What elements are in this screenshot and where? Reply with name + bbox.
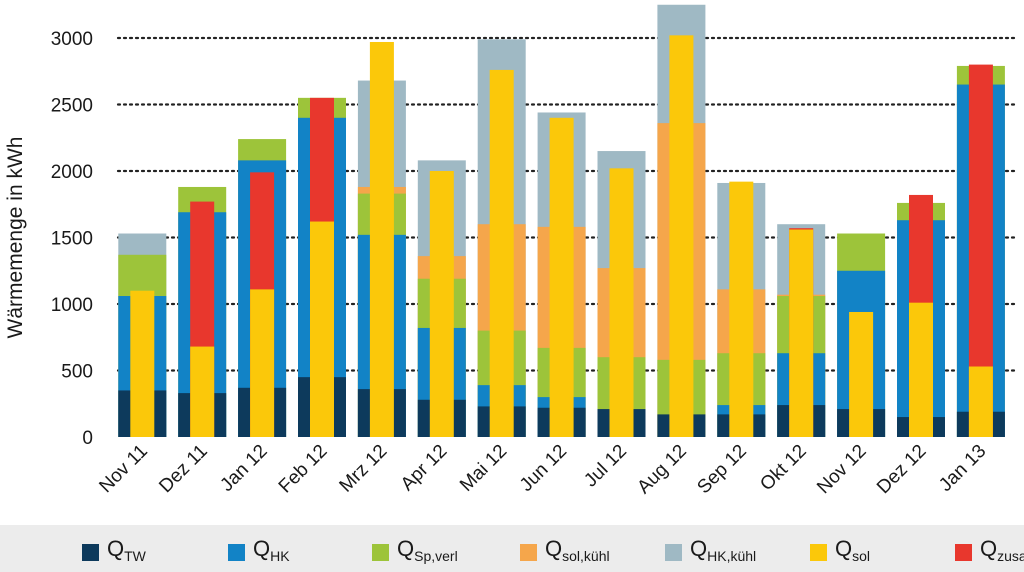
legend-item-q-sol: Qsol xyxy=(810,535,871,567)
legend-item-q-sol-kuehl: Qsol,kühl xyxy=(520,535,610,567)
x-tick-label: Okt 12 xyxy=(756,441,810,495)
legend-swatch xyxy=(372,543,389,561)
x-tick-label: Dez 12 xyxy=(873,441,930,498)
legend-item-q-sp-verl: QSp,verl xyxy=(372,535,458,567)
x-tick-label: Jan 13 xyxy=(935,441,990,496)
legend-label-main: Q xyxy=(690,535,708,561)
bar-q-sol xyxy=(429,171,454,437)
legend-item-q-tw: QTW xyxy=(82,535,146,567)
legend-label: QSp,verl xyxy=(397,535,458,567)
legend-swatch xyxy=(520,543,537,561)
legend-label-main: Q xyxy=(397,535,415,561)
x-tick-label: Jun 12 xyxy=(516,441,571,496)
y-tick-label: 500 xyxy=(61,362,93,383)
legend-label-subscript: TW xyxy=(124,547,146,564)
y-tick-label: 2000 xyxy=(51,162,93,183)
bar-q-sol xyxy=(669,35,694,438)
y-tick-label: 2500 xyxy=(51,96,93,117)
legend-label-main: Q xyxy=(980,535,998,561)
legend-label-subscript: HK xyxy=(270,547,290,564)
legend-label-main: Q xyxy=(545,535,563,561)
x-tick-label: Mai 12 xyxy=(456,441,511,496)
y-tick-label: 3000 xyxy=(51,29,93,50)
x-tick-label: Mrz 12 xyxy=(336,441,392,497)
x-tick-label: Dez 11 xyxy=(155,441,211,497)
legend-label-subscript: HK,kühl xyxy=(707,547,757,564)
legend-label: Qsol,kühl xyxy=(545,535,610,567)
legend-label: QHK xyxy=(253,535,290,567)
legend-label-subscript: sol xyxy=(852,547,871,564)
bar-q-sol xyxy=(849,311,874,437)
x-tick-label: Feb 12 xyxy=(275,441,332,498)
x-tick-label: Nov 12 xyxy=(813,441,870,498)
legend-item-q-zusatz: Qzusatz xyxy=(955,535,1024,567)
legend-item-q-hk: QHK xyxy=(228,535,290,567)
bar-q-sol xyxy=(250,289,275,437)
legend-swatch xyxy=(228,543,245,561)
bar-q-sol xyxy=(729,181,754,437)
bar-q-sol xyxy=(369,41,394,438)
legend-label-subscript: Sp,verl xyxy=(414,547,458,564)
legend-band xyxy=(0,525,1024,572)
y-axis-label: Wärmemenge in kWh xyxy=(4,137,27,339)
legend-item-q-hk-kuehl: QHK,kühl xyxy=(665,535,757,567)
legend-swatch xyxy=(810,543,827,561)
bar-q-sol xyxy=(310,221,334,437)
x-tick-label: Nov 11 xyxy=(95,441,151,497)
legend-label-main: Q xyxy=(253,535,271,561)
x-tick-label: Jan 12 xyxy=(216,441,271,496)
x-tick-label: Sep 12 xyxy=(693,441,750,498)
legend-swatch xyxy=(665,543,682,561)
legend-label: QTW xyxy=(107,535,146,567)
legend-label-subscript: zusatz xyxy=(997,547,1024,564)
bar-q-sol xyxy=(609,168,634,437)
legend-swatch xyxy=(82,543,99,561)
bar-q-sol xyxy=(190,346,215,437)
y-tick-label: 0 xyxy=(82,428,93,449)
bar-q-sol xyxy=(549,117,574,438)
x-tick-label: Apr 12 xyxy=(397,441,451,495)
legend-label-subscript: sol,kühl xyxy=(562,547,610,564)
bar-q-sol xyxy=(968,366,993,437)
legend-label: QHK,kühl xyxy=(690,535,757,567)
legend-label-main: Q xyxy=(835,535,853,561)
bar-q-sol xyxy=(489,69,514,438)
y-tick-label: 1000 xyxy=(51,295,93,316)
bar-q-sol xyxy=(130,290,155,437)
legend-label-main: Q xyxy=(107,535,125,561)
bar-q-sol xyxy=(789,229,814,437)
x-tick-label: Aug 12 xyxy=(633,441,690,498)
y-tick-label: 1500 xyxy=(51,229,93,250)
bar-q-sol xyxy=(909,302,933,437)
legend-label: Qsol xyxy=(835,535,871,567)
legend-swatch xyxy=(955,543,972,561)
x-tick-label: Jul 12 xyxy=(580,441,631,492)
legend-label: Qzusatz xyxy=(980,535,1024,567)
